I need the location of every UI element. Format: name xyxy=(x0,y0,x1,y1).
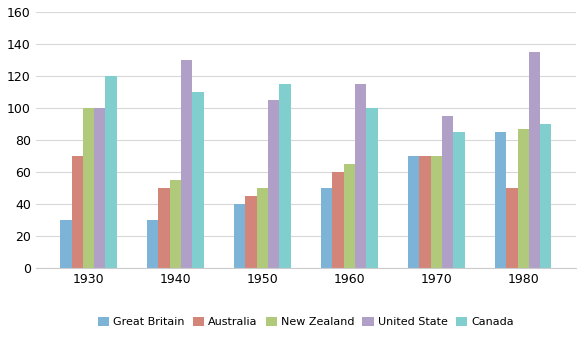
Bar xyxy=(442,116,453,268)
Bar xyxy=(431,156,442,268)
Bar xyxy=(506,188,518,268)
Bar xyxy=(106,76,117,268)
Bar xyxy=(344,164,355,268)
Bar xyxy=(245,196,257,268)
Bar xyxy=(529,52,540,268)
Bar xyxy=(495,132,506,268)
Bar xyxy=(170,180,181,268)
Bar xyxy=(332,172,344,268)
Bar xyxy=(257,188,268,268)
Legend: Great Britain, Australia, New Zealand, United State, Canada: Great Britain, Australia, New Zealand, U… xyxy=(93,312,518,332)
Bar xyxy=(518,129,529,268)
Bar xyxy=(72,156,83,268)
Bar xyxy=(540,124,552,268)
Bar xyxy=(181,60,192,268)
Bar xyxy=(268,100,279,268)
Bar xyxy=(355,84,366,268)
Bar xyxy=(408,156,419,268)
Bar xyxy=(83,108,94,268)
Bar xyxy=(234,204,245,268)
Bar xyxy=(419,156,431,268)
Bar xyxy=(192,92,203,268)
Bar xyxy=(279,84,291,268)
Bar xyxy=(94,108,106,268)
Bar xyxy=(159,188,170,268)
Bar xyxy=(321,188,332,268)
Bar xyxy=(453,132,465,268)
Bar xyxy=(147,220,159,268)
Bar xyxy=(60,220,72,268)
Bar xyxy=(366,108,378,268)
